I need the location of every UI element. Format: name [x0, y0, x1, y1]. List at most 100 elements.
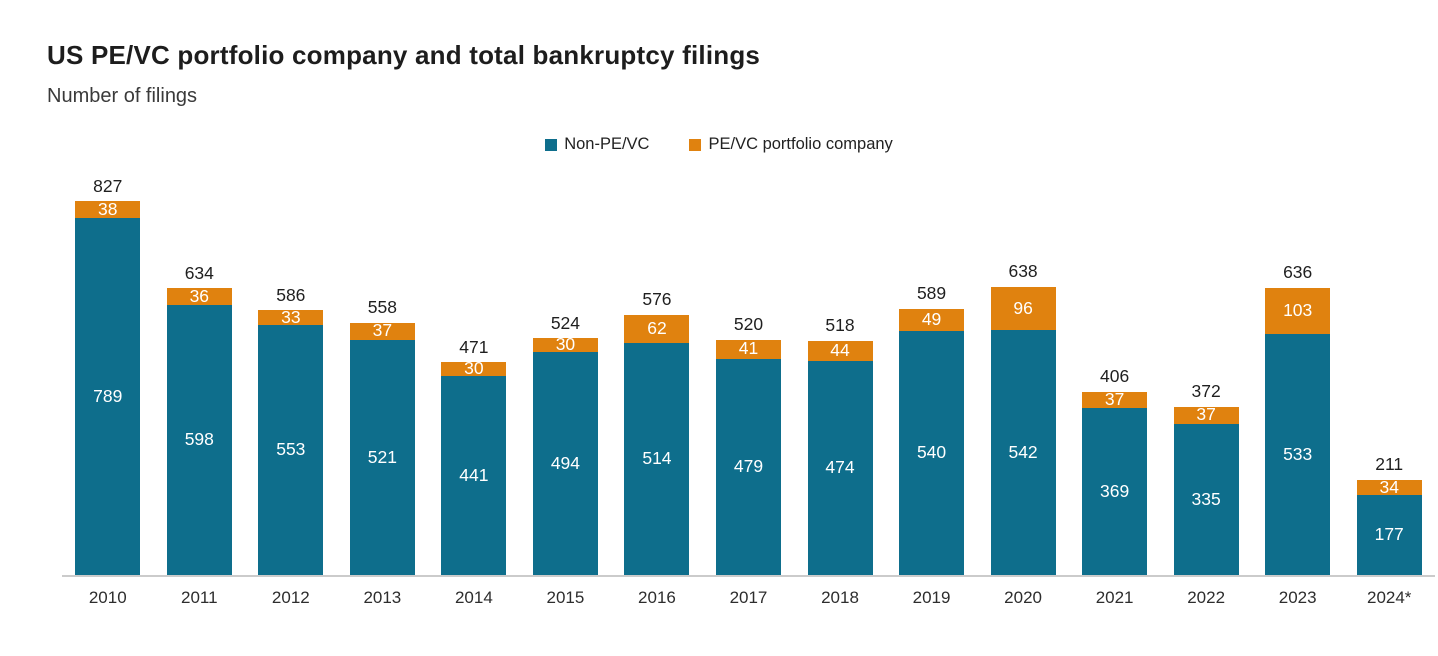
- pevc-value-label: 30: [464, 358, 484, 379]
- total-label: 471: [459, 336, 489, 357]
- x-axis-label: 2023: [1278, 588, 1317, 607]
- non-pevc-value-label: 177: [1374, 524, 1404, 545]
- stacked-bar[interactable]: 44 474: [807, 340, 873, 575]
- pevc-segment[interactable]: 30: [532, 334, 598, 355]
- non-pevc-segment[interactable]: 553: [258, 325, 324, 575]
- pevc-value-label: 41: [738, 338, 759, 359]
- non-pevc-segment[interactable]: 521: [349, 339, 415, 575]
- stacked-bar[interactable]: 37 369: [1082, 389, 1148, 575]
- stacked-bar[interactable]: 38 789: [75, 201, 141, 575]
- total-label: 827: [93, 175, 123, 196]
- stacked-bar[interactable]: 62 514: [624, 314, 690, 575]
- x-axis-label: 2014: [454, 588, 493, 607]
- pevc-value-label: 33: [281, 306, 301, 327]
- non-pevc-segment[interactable]: 441: [441, 375, 507, 575]
- chart-legend: Non-PE/VC PE/VC portfolio company: [0, 135, 1438, 154]
- stacked-bar[interactable]: 41 479: [715, 338, 781, 575]
- non-pevc-value-label: 542: [1008, 441, 1038, 462]
- pevc-value-label: 37: [1196, 404, 1216, 425]
- pevc-segment[interactable]: 37: [1173, 404, 1239, 425]
- stacked-bar[interactable]: 34 177: [1356, 478, 1422, 575]
- non-pevc-segment[interactable]: 177: [1356, 495, 1422, 575]
- x-axis-label: 2018: [821, 588, 859, 607]
- pevc-value-label: 49: [921, 309, 942, 330]
- non-pevc-segment[interactable]: 540: [899, 330, 965, 575]
- non-pevc-segment[interactable]: 598: [166, 304, 232, 575]
- pevc-segment[interactable]: 33: [258, 306, 324, 327]
- non-pevc-segment[interactable]: 542: [990, 330, 1056, 575]
- x-axis-label: 2019: [912, 588, 951, 607]
- pevc-swatch-icon: [689, 138, 702, 151]
- non-pevc-segment[interactable]: 789: [75, 218, 141, 575]
- pevc-segment[interactable]: 34: [1356, 478, 1422, 495]
- bar-group: 406 37 369 2021: [1069, 160, 1161, 606]
- bar-group: 576 62 514 2016: [611, 160, 703, 606]
- stacked-bar[interactable]: 30 494: [532, 334, 598, 575]
- stacked-bar[interactable]: 37 335: [1173, 404, 1239, 575]
- non-pevc-swatch-icon: [545, 138, 558, 151]
- non-pevc-value-label: 533: [1283, 443, 1313, 464]
- non-pevc-value-label: 514: [642, 448, 672, 469]
- non-pevc-segment[interactable]: 514: [624, 342, 690, 575]
- total-label: 589: [916, 283, 947, 304]
- non-pevc-segment[interactable]: 479: [715, 358, 781, 575]
- total-label: 406: [1100, 366, 1130, 386]
- stacked-bar[interactable]: 96 542: [990, 286, 1056, 575]
- x-axis-label: 2011: [181, 588, 218, 607]
- chart-subtitle: Number of filings: [47, 85, 198, 107]
- non-pevc-segment[interactable]: 533: [1265, 334, 1331, 575]
- pevc-value-label: 30: [555, 334, 576, 355]
- stacked-bar[interactable]: 33 553: [258, 306, 324, 575]
- bar-group: 636 103 533 2023: [1252, 160, 1344, 606]
- total-label: 576: [642, 289, 672, 310]
- non-pevc-value-label: 598: [184, 429, 214, 450]
- bar-group: 524 30 494 2015: [520, 160, 612, 606]
- bar-chart-plot: 827 38 789 2010 634 36 598 2011 586 33 553 2012 558 3…: [62, 160, 1435, 606]
- total-label: 638: [1008, 261, 1038, 282]
- pevc-segment[interactable]: 103: [1265, 287, 1331, 335]
- non-pevc-segment[interactable]: 494: [532, 351, 598, 575]
- non-pevc-value-label: 474: [825, 457, 855, 478]
- total-label: 372: [1191, 381, 1221, 402]
- total-label: 520: [733, 314, 764, 335]
- pevc-segment[interactable]: 38: [75, 201, 141, 219]
- x-axis-label: 2024*: [1366, 588, 1412, 607]
- pevc-value-label: 62: [647, 317, 667, 338]
- pevc-segment[interactable]: 36: [166, 287, 232, 305]
- stacked-bar[interactable]: 30 441: [441, 358, 507, 575]
- stacked-bar[interactable]: 37 521: [349, 320, 415, 575]
- stacked-bar[interactable]: 103 533: [1265, 287, 1331, 575]
- pevc-segment[interactable]: 37: [349, 320, 415, 341]
- pevc-value-label: 96: [1013, 297, 1033, 318]
- x-axis-label: 2017: [729, 588, 768, 607]
- pevc-segment[interactable]: 49: [899, 308, 965, 331]
- non-pevc-segment[interactable]: 369: [1082, 408, 1148, 575]
- bar-group: 520 41 479 2017: [703, 160, 795, 606]
- pevc-segment[interactable]: 41: [715, 338, 781, 359]
- non-pevc-value-label: 335: [1191, 488, 1221, 509]
- pevc-segment[interactable]: 62: [624, 314, 690, 343]
- non-pevc-value-label: 521: [367, 446, 397, 467]
- chart-title: US PE/VC portfolio company and total ban…: [47, 40, 761, 70]
- total-label: 634: [184, 262, 214, 283]
- pevc-value-label: 37: [1104, 389, 1125, 410]
- total-label: 558: [367, 297, 397, 318]
- x-axis-label: 2020: [1004, 588, 1042, 607]
- pevc-segment[interactable]: 37: [1082, 389, 1148, 410]
- non-pevc-segment[interactable]: 335: [1173, 423, 1239, 575]
- pevc-segment[interactable]: 44: [807, 340, 873, 361]
- non-pevc-value-label: 540: [916, 442, 947, 463]
- x-axis-label: 2010: [88, 588, 127, 607]
- non-pevc-value-label: 441: [459, 464, 489, 485]
- pevc-value-label: 37: [372, 320, 393, 341]
- total-label: 518: [825, 315, 855, 336]
- total-label: 211: [1375, 454, 1404, 475]
- pevc-segment[interactable]: 96: [990, 286, 1056, 331]
- non-pevc-value-label: 789: [93, 385, 123, 406]
- pevc-segment[interactable]: 30: [441, 358, 507, 379]
- non-pevc-segment[interactable]: 474: [807, 360, 873, 575]
- stacked-bar[interactable]: 49 540: [899, 308, 965, 575]
- non-pevc-value-label: 494: [550, 452, 581, 473]
- stacked-bar[interactable]: 36 598: [166, 287, 232, 575]
